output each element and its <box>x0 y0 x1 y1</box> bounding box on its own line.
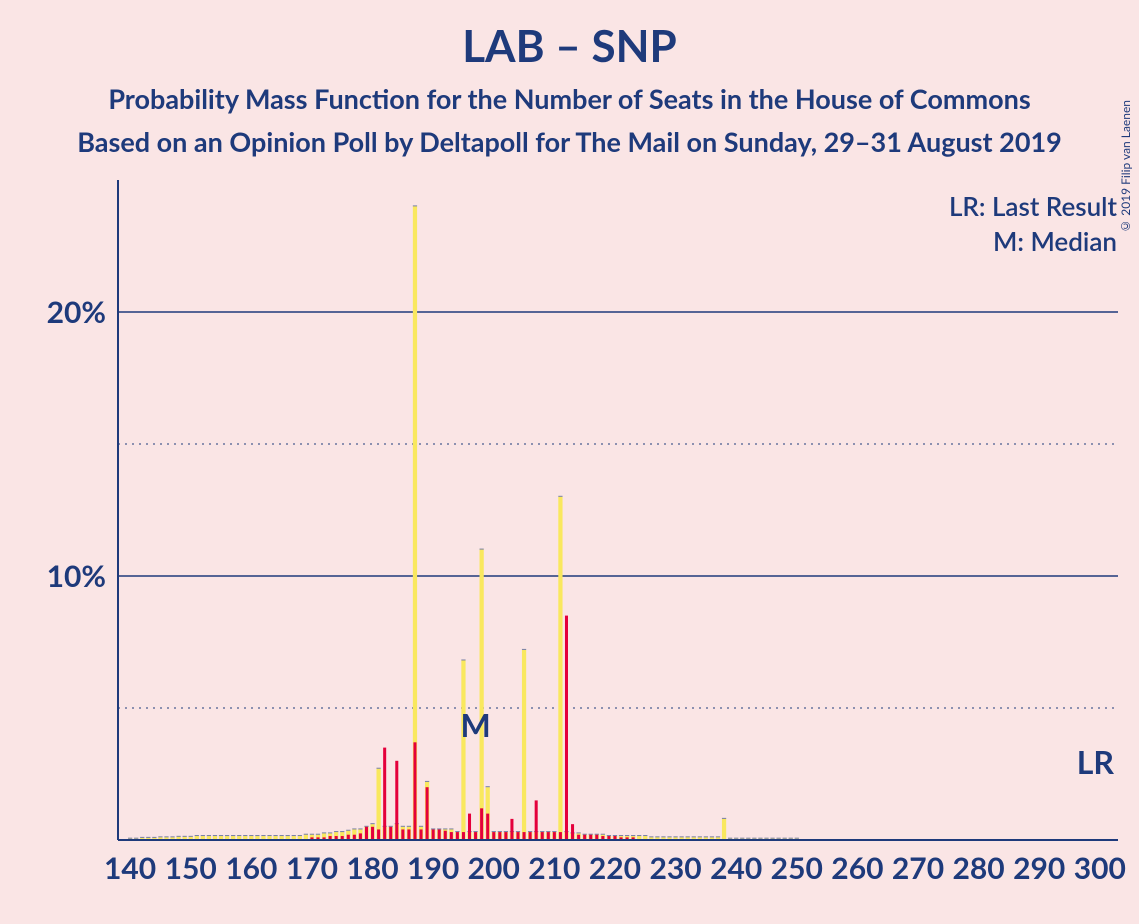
xtick-label: 230 <box>649 850 701 886</box>
xtick-label: 220 <box>589 850 641 886</box>
xtick-label: 260 <box>831 850 883 886</box>
svg-text:M: M <box>460 705 490 744</box>
svg-text:LR: LR <box>1077 742 1115 781</box>
xtick-label: 180 <box>346 850 398 886</box>
plot-area: M LR <box>0 0 1139 924</box>
xtick-label: 300 <box>1074 850 1126 886</box>
xtick-label: 250 <box>771 850 823 886</box>
legend-median: M: Median <box>993 225 1117 257</box>
xtick-label: 270 <box>892 850 944 886</box>
xtick-label: 290 <box>1013 850 1065 886</box>
xtick-label: 280 <box>952 850 1004 886</box>
xtick-label: 240 <box>710 850 762 886</box>
xtick-label: 170 <box>286 850 338 886</box>
xtick-label: 150 <box>165 850 217 886</box>
xtick-label: 200 <box>468 850 520 886</box>
legend-last-result: LR: Last Result <box>949 190 1117 222</box>
chart-container: LAB – SNP Probability Mass Function for … <box>0 0 1139 924</box>
xtick-label: 140 <box>104 850 156 886</box>
xtick-label: 160 <box>225 850 277 886</box>
xtick-label: 190 <box>407 850 459 886</box>
ytick-label: 20% <box>47 294 106 330</box>
xtick-label: 210 <box>528 850 580 886</box>
ytick-label: 10% <box>47 558 106 594</box>
